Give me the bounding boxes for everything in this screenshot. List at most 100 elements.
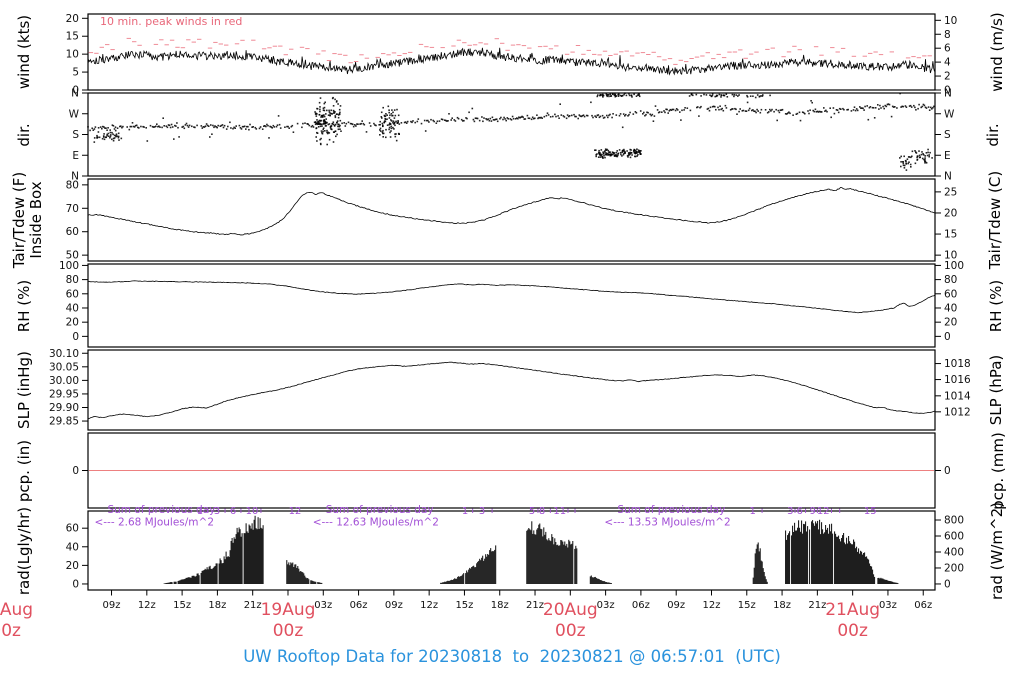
dir-dot: [637, 149, 640, 151]
dir-dot: [921, 151, 923, 153]
dir-dot: [733, 95, 735, 98]
dir-dot: [326, 143, 328, 146]
dir-dot: [908, 156, 911, 158]
dir-dot: [333, 131, 335, 133]
dir-dot: [360, 122, 362, 125]
rh-series: [87, 280, 936, 314]
dir-dot: [323, 106, 326, 109]
dir-dot: [361, 120, 363, 122]
dir-dot: [428, 121, 430, 123]
dir-dot: [712, 105, 715, 108]
dir-dot: [914, 162, 917, 165]
dir-dot: [507, 118, 510, 120]
dir-dot: [669, 108, 672, 111]
dir-dot: [321, 132, 324, 135]
dir-dot: [636, 94, 639, 96]
dir-dot: [689, 109, 692, 112]
dir-dot: [156, 123, 158, 125]
dir-dot: [892, 106, 895, 108]
dir-dot: [142, 125, 144, 128]
dir-dot: [905, 169, 908, 171]
rad-cumulative-label: 9: [809, 506, 815, 517]
dir-dot: [279, 127, 282, 129]
dir-dot: [394, 135, 397, 138]
dir-dot: [907, 162, 909, 165]
dir-dot: [316, 123, 319, 126]
dir-dot: [913, 104, 915, 107]
dir-dot: [920, 106, 922, 109]
dir-dot: [392, 111, 394, 114]
dir-dot: [166, 126, 169, 129]
dir-dot: [562, 115, 565, 117]
dir-dot: [91, 127, 93, 130]
dir-dot: [582, 114, 585, 116]
dir-dot: [382, 129, 384, 132]
dir-dot: [599, 151, 601, 154]
dir-dot: [102, 135, 105, 137]
dir-dot: [217, 124, 219, 127]
dir-dot: [460, 118, 463, 121]
dir-dot: [621, 155, 623, 157]
dir-dot: [159, 126, 161, 128]
dir-dot: [627, 152, 630, 154]
dir-dot: [390, 119, 392, 121]
dir-dot: [754, 96, 757, 99]
dir-dot: [619, 113, 622, 115]
dir-dot: [223, 124, 226, 127]
date-label: 19Aug: [261, 600, 316, 620]
dir-dot: [375, 124, 377, 127]
dir-dot: [319, 142, 322, 145]
dir-dot: [389, 123, 392, 125]
dir-dot: [120, 125, 122, 127]
dir-dot: [737, 95, 739, 97]
dir-dot: [604, 153, 607, 156]
dir-dot: [910, 106, 913, 108]
dir-dot: [778, 111, 781, 114]
dir-dot: [318, 114, 321, 116]
dir-dot: [891, 105, 894, 108]
dir-dot: [320, 116, 322, 118]
dir-dot: [809, 109, 811, 111]
dir-dot: [381, 117, 383, 119]
dir-dot: [688, 95, 691, 97]
rad-left-tick-label: 20: [66, 560, 79, 572]
dir-dot: [177, 126, 179, 129]
dir-dot: [454, 120, 457, 122]
date-label: 21Aug: [825, 600, 880, 620]
dir-dot: [436, 120, 439, 123]
dir-dot: [579, 115, 582, 117]
dir-dot: [603, 154, 605, 157]
dir-dot: [916, 158, 919, 161]
dir-dot: [854, 109, 857, 112]
x-tick-label: 06z: [350, 600, 368, 611]
dir-dot: [812, 109, 814, 112]
dir-dot: [188, 124, 191, 127]
dir-dot: [311, 124, 314, 127]
dir-dot: [749, 95, 752, 97]
rh-left-tick-label: 100: [59, 260, 79, 272]
dir-dot: [379, 129, 381, 131]
dir-dot: [718, 108, 720, 111]
dir-dot: [599, 153, 601, 155]
dir-dot: [537, 117, 539, 120]
dir-dot: [624, 152, 626, 154]
dir-dot: [355, 125, 357, 127]
dir-dot: [169, 126, 172, 129]
dir-dot: [651, 113, 654, 116]
dir-dot: [334, 115, 337, 117]
dir-dot: [326, 109, 328, 112]
dir-dot: [97, 127, 100, 129]
dir-dot: [599, 115, 602, 118]
dir-dot: [245, 128, 247, 130]
dir-dot: [382, 136, 384, 138]
rh-right-tick-label: 80: [944, 274, 957, 286]
dir-dot: [329, 112, 331, 114]
dir-dot: [547, 114, 550, 116]
pcp-right-tick-label: 0: [944, 465, 951, 477]
dir-dot: [795, 113, 798, 115]
dir-dot: [337, 123, 339, 126]
dir-dot: [93, 141, 96, 143]
dir-dot: [900, 165, 902, 168]
rad-cumulative-label: 3: [214, 506, 220, 517]
